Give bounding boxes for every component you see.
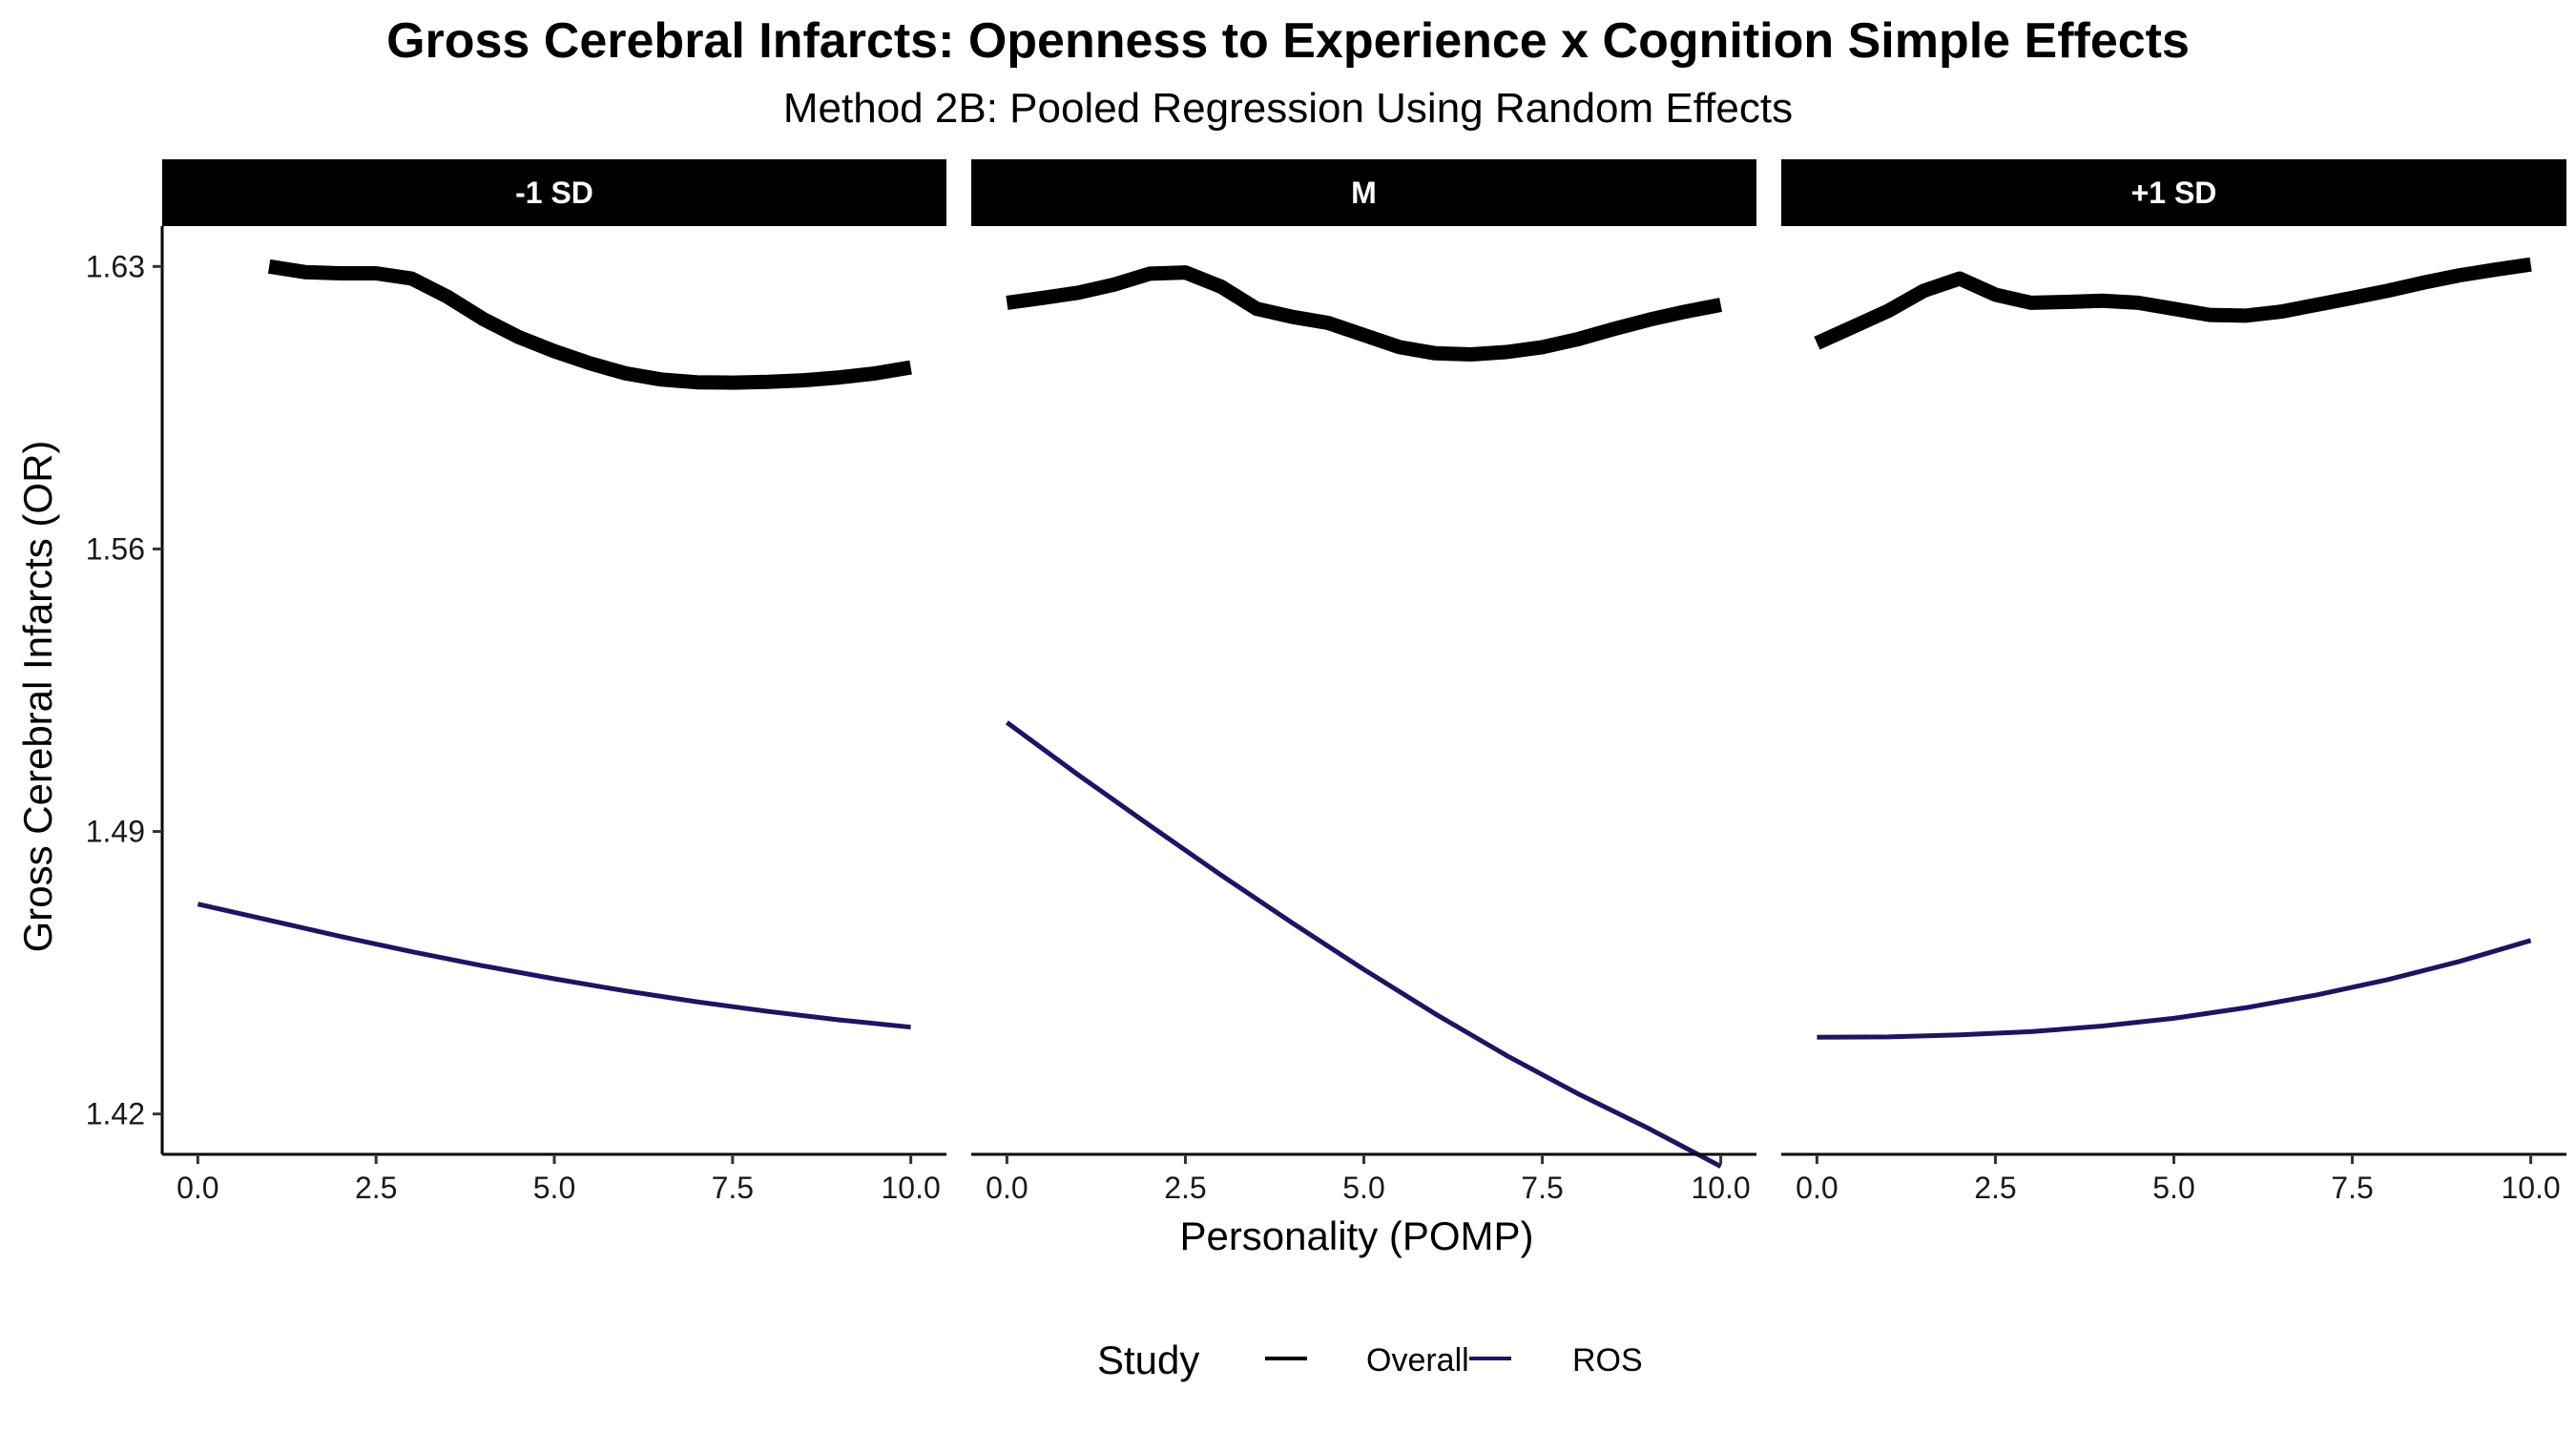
chart-title: Gross Cerebral Infarcts: Openness to Exp… (386, 13, 2190, 69)
legend-label-ros: ROS (1572, 1342, 1643, 1379)
x-tick-label: 7.5 (2331, 1171, 2373, 1205)
y-axis-title: Gross Cerebral Infarcts (OR) (15, 441, 60, 953)
y-tick-label: 1.63 (86, 249, 145, 283)
series-line-overall (1814, 257, 2532, 350)
x-axis-title: Personality (POMP) (1179, 1213, 1533, 1258)
x-tick-label: 0.0 (177, 1171, 218, 1205)
x-tick-label: 10.0 (881, 1171, 940, 1205)
y-tick-label: 1.42 (86, 1097, 145, 1131)
x-tick-label: 2.5 (1974, 1171, 2016, 1205)
facet-strip-label: -1 SD (515, 176, 593, 210)
x-tick-label: 10.0 (2501, 1171, 2560, 1205)
facet-panel: +1 SD 0.0 2.5 5.0 7.5 10.0 (1781, 159, 2566, 1205)
x-tick-label: 0.0 (1796, 1171, 1838, 1205)
facet-panel: -1 SD 0.0 2.5 5.0 7.5 10.0 (162, 159, 946, 1205)
facet-strip-label: M (1351, 176, 1377, 210)
x-tick-label: 10.0 (1691, 1171, 1750, 1205)
facet-strip (162, 159, 946, 226)
legend-title: Study (1097, 1338, 1199, 1382)
facet-strip (1781, 159, 2566, 226)
x-tick-label: 7.5 (1521, 1171, 1563, 1205)
x-tick-label: 5.0 (2152, 1171, 2194, 1205)
x-tick-label: 7.5 (712, 1171, 754, 1205)
series-line-ros (1817, 938, 2532, 1040)
x-tick-label: 5.0 (533, 1171, 575, 1205)
series-line-overall (1006, 265, 1723, 362)
y-tick-label: 1.49 (86, 815, 145, 849)
series-line-ros (197, 902, 911, 1030)
facet-strip (971, 159, 1756, 226)
y-tick-label: 1.56 (86, 531, 145, 566)
x-tick-label: 2.5 (1164, 1171, 1206, 1205)
chart-subtitle: Method 2B: Pooled Regression Using Rando… (783, 85, 1793, 132)
x-tick-label: 0.0 (986, 1171, 1028, 1205)
legend-label-overall: Overall (1366, 1342, 1469, 1379)
facet-panel: M 0.0 2.5 5.0 7.5 10.0 (971, 159, 1756, 1205)
x-tick-label: 2.5 (355, 1171, 397, 1205)
series-line-ros (1005, 720, 1722, 1169)
facet-strip-label: +1 SD (2131, 176, 2217, 210)
y-axis: 1.42 1.49 1.56 1.63 (86, 226, 164, 1154)
legend: Study Overall ROS (1097, 1338, 1643, 1382)
facet-panels: -1 SD0.0 2.5 5.0 7.5 10.0M0.0 2.5 5.0 7.5 10.0+1… (162, 159, 2566, 1205)
x-tick-label: 5.0 (1342, 1171, 1384, 1205)
series-line-overall (267, 259, 912, 390)
